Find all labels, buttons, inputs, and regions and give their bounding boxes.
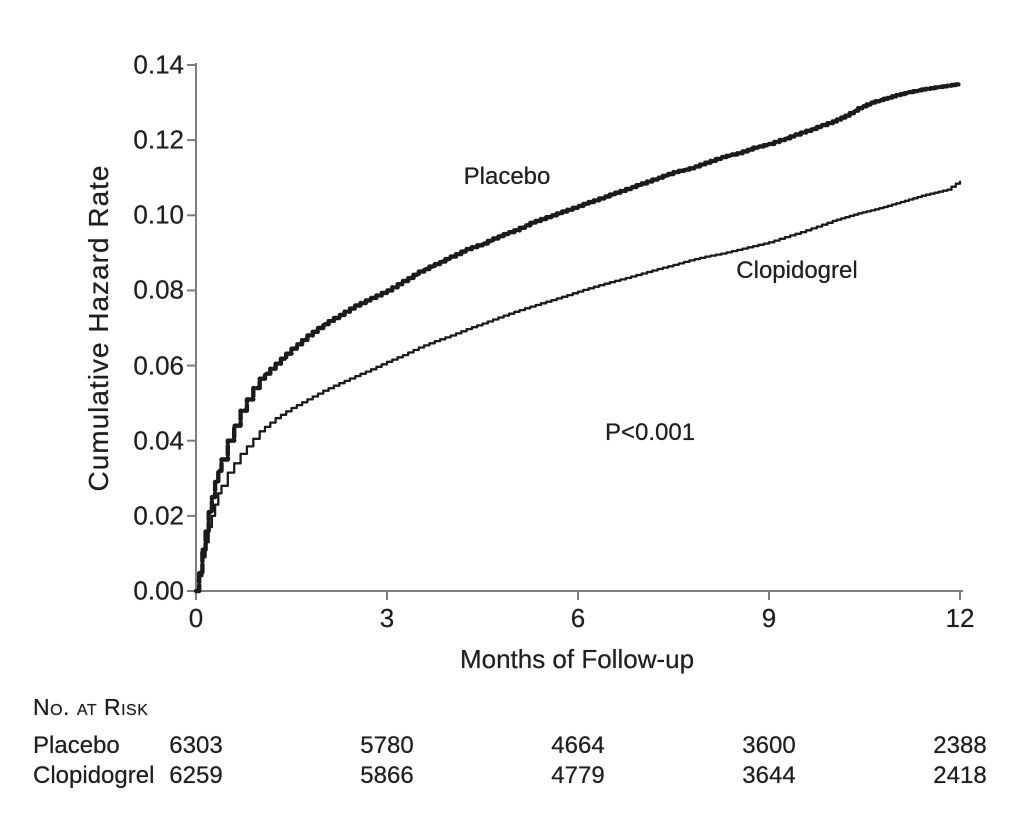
hazard-curves [193,81,963,594]
y-axis-title: Cumulative Hazard Rate [83,164,114,492]
risk-count: 2418 [933,762,987,789]
x-tick-label: 9 [761,603,777,633]
x-tick-label: 3 [379,603,395,633]
risk-count: 5780 [360,732,414,759]
x-axis-title: Months of Follow-up [459,644,695,674]
clopidogrel-curve [196,180,962,593]
risk-count: 2388 [933,732,987,759]
risk-row-label: Clopidogrel [33,762,155,789]
risk-count: 4664 [551,732,605,759]
y-tick-label: 0.14 [133,49,184,80]
y-tick-label: 0.06 [133,350,184,381]
placebo-curve [193,81,963,594]
y-tick-label: 0.04 [133,425,184,456]
axes [187,63,963,600]
y-tick-label: 0.00 [133,575,184,606]
y-tick-label: 0.10 [133,199,184,230]
clopidogrel-curve-label: Clopidogrel [736,257,858,284]
placebo-curve-label: Placebo [463,163,551,190]
y-tick-label: 0.02 [133,500,184,531]
risk-count: 3644 [742,762,796,789]
risk-count: 6303 [169,732,223,759]
x-tick-label: 12 [945,603,975,633]
risk-count: 4779 [551,762,605,789]
y-tick-label: 0.12 [133,124,184,155]
y-tick-label: 0.08 [133,274,184,305]
x-tick-label: 6 [570,603,586,633]
x-tick-label: 0 [188,603,204,633]
risk-count: 5866 [360,762,414,789]
risk-row-label: Placebo [33,732,120,759]
risk-count: 3600 [742,732,796,759]
risk-table-heading: No. at Risk [33,694,149,720]
p-value-annotation: P<0.001 [604,419,696,446]
risk-count: 6259 [169,762,223,789]
